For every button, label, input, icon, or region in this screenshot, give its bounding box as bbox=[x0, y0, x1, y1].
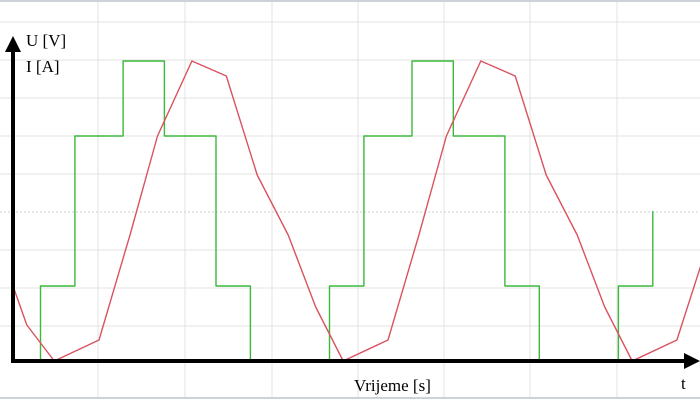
x-axis-end-label: t bbox=[681, 374, 686, 393]
y-axis-arrow-icon bbox=[5, 36, 21, 52]
y-axis-label-current: I [A] bbox=[26, 57, 60, 76]
x-axis-arrow-icon bbox=[684, 353, 700, 369]
y-axis-label-voltage: U [V] bbox=[26, 31, 66, 50]
step-voltage-series-line bbox=[13, 60, 654, 362]
grid bbox=[0, 2, 700, 397]
x-axis-label: Vrijeme [s] bbox=[354, 376, 431, 395]
